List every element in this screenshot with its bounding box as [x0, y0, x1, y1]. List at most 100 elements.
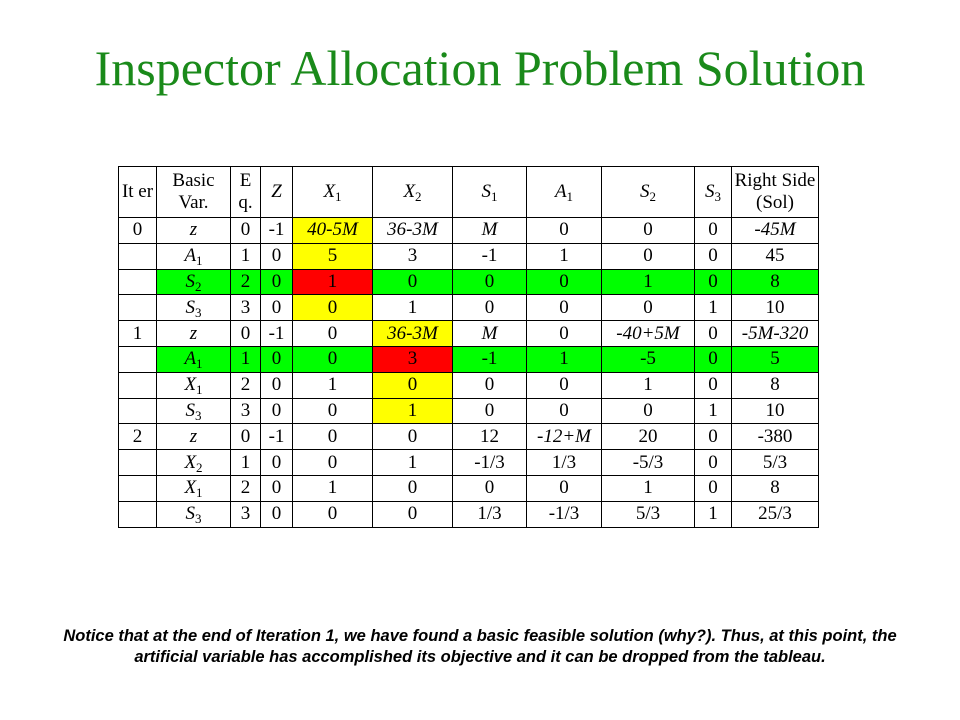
- cell-s3: 0: [694, 371, 732, 399]
- variable-symbol: z: [189, 322, 198, 344]
- cell-a1: -1/3: [526, 500, 602, 528]
- cell-a1: 0: [526, 268, 602, 296]
- cell-x1: 0: [292, 423, 373, 451]
- cell-s1: 1/3: [452, 500, 527, 528]
- cell-a1: -12+M: [526, 423, 602, 451]
- cell-s1: M: [452, 217, 527, 244]
- variable-symbol: S: [185, 296, 196, 318]
- table-row: S3 3 0 0 0 1/3 -1/3 5/3 1 25/3: [118, 500, 819, 528]
- cell-s2: 0: [601, 242, 695, 270]
- variable-subscript: 1: [335, 189, 342, 205]
- cell-x2: 0: [372, 423, 453, 451]
- variable-subscript: 1: [196, 356, 203, 372]
- cell-iter: [118, 474, 157, 502]
- cell-iter: 0: [118, 217, 157, 244]
- cell-a1: 0: [526, 217, 602, 244]
- variable-subscript: 1: [196, 485, 203, 501]
- cell-iter: [118, 242, 157, 270]
- cell-s1: -1: [452, 345, 527, 373]
- cell-a1: 1: [526, 242, 602, 270]
- cell-s3: 0: [694, 423, 732, 451]
- cell-rhs: 45: [731, 242, 819, 270]
- explanatory-note: Notice that at the end of Iteration 1, w…: [63, 627, 897, 667]
- variable-symbol: S: [640, 181, 650, 203]
- cell-basic-var: X1: [156, 371, 231, 399]
- variable-symbol: S: [185, 503, 196, 525]
- variable-symbol: S: [481, 181, 492, 203]
- cell-x2: 0: [372, 268, 453, 296]
- cell-z: 0: [260, 500, 293, 528]
- cell-basic-var: z: [156, 217, 231, 244]
- cell-s2: 1: [601, 371, 695, 399]
- cell-s2: -5/3: [601, 449, 695, 476]
- cell-s2: 0: [601, 397, 695, 425]
- variable-symbol: A: [184, 348, 197, 370]
- cell-z: 0: [260, 397, 293, 425]
- cell-s1: 0: [452, 371, 527, 399]
- header-basic-var: Basic Var.: [156, 166, 231, 218]
- cell-s3: 0: [694, 320, 732, 347]
- header-z: Z: [260, 166, 293, 218]
- cell-s2: -40+5M: [601, 320, 695, 347]
- cell-x2: 3: [372, 242, 453, 270]
- variable-subscript: 2: [195, 278, 202, 294]
- variable-symbol: X: [403, 181, 416, 203]
- variable-symbol: S: [185, 270, 196, 292]
- header-eq: E q.: [230, 166, 261, 218]
- cell-s3: 0: [694, 449, 732, 476]
- cell-eq: 1: [230, 242, 261, 270]
- table-row: 0 z 0 -1 40-5M 36-3M M 0 0 0 -45M: [118, 217, 819, 244]
- table-row: A1 1 0 5 3 -1 1 0 0 45: [118, 242, 819, 270]
- cell-iter: [118, 371, 157, 399]
- header-iter: It er: [118, 166, 157, 218]
- variable-subscript: 1: [491, 189, 498, 205]
- cell-a1: 0: [526, 397, 602, 425]
- table-row: S3 3 0 0 1 0 0 0 1 10: [118, 294, 819, 322]
- cell-z: -1: [260, 217, 293, 244]
- cell-s3: 0: [694, 345, 732, 373]
- cell-z: 0: [260, 294, 293, 322]
- cell-basic-var: z: [156, 423, 231, 451]
- cell-z: 0: [260, 242, 293, 270]
- simplex-tableau: It er Basic Var. E q. Z X1 X2 S1 A1 S2 S3 Right Si…: [118, 166, 819, 528]
- cell-eq: 1: [230, 345, 261, 373]
- cell-iter: [118, 268, 157, 296]
- cell-s1: -1: [452, 242, 527, 270]
- variable-subscript: 2: [415, 189, 422, 205]
- cell-x2: 0: [372, 371, 453, 399]
- cell-s3: 0: [694, 268, 732, 296]
- cell-eq: 3: [230, 500, 261, 528]
- cell-a1: 0: [526, 371, 602, 399]
- cell-s3: 1: [694, 294, 732, 322]
- header-row: It er Basic Var. E q. Z X1 X2 S1 A1 S2 S3 Right Si…: [118, 166, 819, 218]
- cell-iter: 2: [118, 423, 157, 451]
- table-row: S2 2 0 1 0 0 0 1 0 8: [118, 268, 819, 296]
- table-row: X1 2 0 1 0 0 0 1 0 8: [118, 371, 819, 399]
- cell-basic-var: S3: [156, 500, 231, 528]
- cell-rhs: 25/3: [731, 500, 819, 528]
- cell-a1: 0: [526, 320, 602, 347]
- cell-s1: -1/3: [452, 449, 527, 476]
- cell-z: 0: [260, 345, 293, 373]
- table-row: 1 z 0 -1 0 36-3M M 0 -40+5M 0 -5M-320: [118, 320, 819, 347]
- page-title: Inspector Allocation Problem Solution: [94, 40, 866, 96]
- cell-a1: 0: [526, 474, 602, 502]
- cell-eq: 0: [230, 320, 261, 347]
- header-x2: X2: [372, 166, 453, 218]
- header-x1: X1: [292, 166, 373, 218]
- cell-s2: 20: [601, 423, 695, 451]
- cell-eq: 3: [230, 397, 261, 425]
- cell-x2: 1: [372, 449, 453, 476]
- cell-x1: 40-5M: [292, 217, 373, 244]
- cell-x2: 1: [372, 294, 453, 322]
- cell-x1: 0: [292, 320, 373, 347]
- variable-symbol: X: [184, 451, 197, 473]
- cell-eq: 1: [230, 449, 261, 476]
- cell-basic-var: S2: [156, 268, 231, 296]
- cell-s2: 5/3: [601, 500, 695, 528]
- cell-s1: 0: [452, 294, 527, 322]
- cell-iter: [118, 294, 157, 322]
- variable-subscript: 1: [196, 253, 203, 269]
- cell-eq: 3: [230, 294, 261, 322]
- variable-subscript: 3: [714, 189, 722, 205]
